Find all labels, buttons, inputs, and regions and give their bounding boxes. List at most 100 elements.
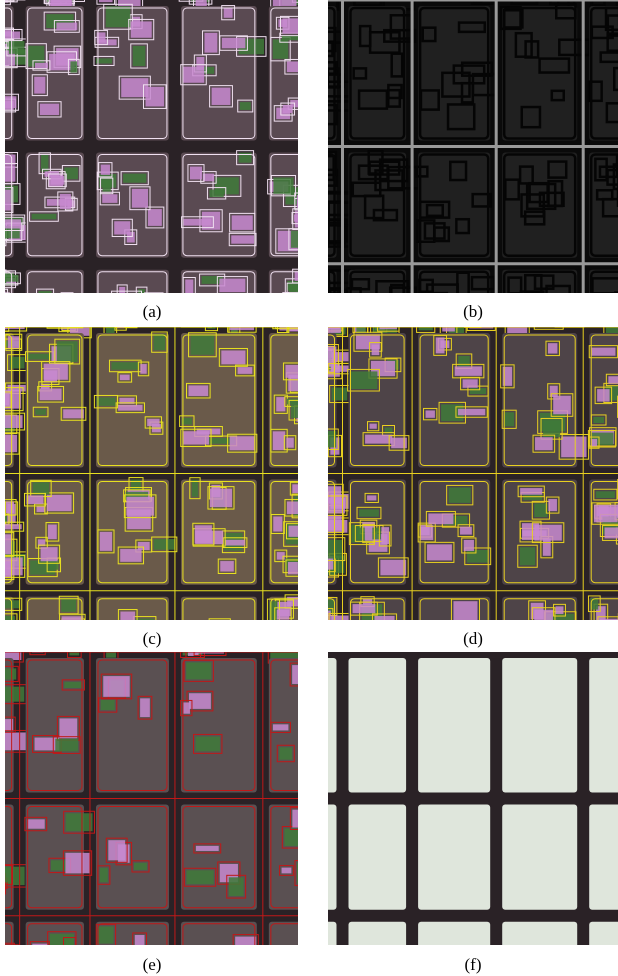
segment-outline <box>5 187 14 213</box>
building <box>281 625 301 645</box>
segment-outline <box>289 807 298 831</box>
building <box>0 952 18 962</box>
building <box>460 526 472 535</box>
block-outline <box>182 7 256 139</box>
segment-outline <box>129 186 151 211</box>
block-outline <box>270 806 298 909</box>
building <box>194 66 215 74</box>
building <box>229 327 255 331</box>
segment-outline <box>532 434 556 453</box>
segment-outline <box>105 837 128 863</box>
city-block <box>589 629 618 646</box>
segment-outline <box>545 496 560 514</box>
block-outline <box>419 598 489 620</box>
block-outline <box>270 923 298 945</box>
block-outline <box>270 659 298 791</box>
building <box>514 316 535 325</box>
building <box>593 416 605 424</box>
segment-outline <box>286 523 298 540</box>
segment-outline <box>551 305 564 319</box>
building <box>211 621 228 642</box>
building <box>119 374 130 381</box>
building <box>118 404 143 411</box>
segment-outline <box>131 860 150 873</box>
building <box>328 327 341 333</box>
building <box>328 431 337 448</box>
building <box>300 316 308 326</box>
building <box>98 926 114 944</box>
segment-outline <box>285 372 298 394</box>
image-panel <box>1 304 325 645</box>
segment-outline <box>291 211 298 225</box>
building <box>184 633 211 642</box>
building <box>28 45 45 67</box>
building <box>292 302 300 319</box>
city-block <box>589 921 618 945</box>
building <box>318 645 328 664</box>
segment-outline <box>538 57 571 74</box>
building <box>59 718 78 739</box>
segment-outline <box>53 20 80 33</box>
building <box>100 699 115 711</box>
block-outline <box>503 598 576 620</box>
segment-outline <box>5 292 10 293</box>
segment-outline <box>5 942 15 945</box>
building <box>98 313 126 323</box>
segment-outline <box>602 524 618 541</box>
building <box>534 524 562 541</box>
caption: (f) <box>465 955 482 974</box>
segment-outline <box>5 391 12 408</box>
building <box>5 867 11 883</box>
segment-outline <box>228 232 257 247</box>
building <box>273 516 283 532</box>
building <box>219 278 246 293</box>
segment-outline <box>287 97 298 110</box>
building <box>444 515 468 526</box>
segment-outline <box>48 173 67 188</box>
building <box>70 61 78 73</box>
building <box>364 526 373 541</box>
building <box>65 813 93 832</box>
building <box>1 305 27 325</box>
segment-outline <box>284 498 298 517</box>
segment-outline <box>368 358 398 379</box>
segment-outline <box>270 312 297 325</box>
segment-outline <box>24 816 48 832</box>
city-block <box>348 804 407 910</box>
segment-outline <box>117 546 145 565</box>
building <box>5 615 15 620</box>
segment-outline <box>216 276 248 293</box>
segment-outline <box>371 613 398 620</box>
building <box>212 307 219 314</box>
building <box>61 633 79 639</box>
segment-outline <box>111 218 133 238</box>
building <box>391 437 407 449</box>
segment-outline <box>601 197 618 218</box>
segment-outline <box>5 387 24 412</box>
segment-outline <box>588 635 610 651</box>
segment-outline <box>46 327 77 329</box>
segment-outline <box>5 412 26 431</box>
building <box>273 177 294 194</box>
segment-outline <box>550 89 566 102</box>
segment-outline <box>207 486 235 510</box>
segment-outline <box>353 0 383 7</box>
segment-outline <box>217 558 237 574</box>
building <box>52 304 61 315</box>
building <box>301 309 325 317</box>
segment-outline <box>328 553 336 573</box>
segment-outline <box>321 310 334 324</box>
segment-outline <box>328 327 349 338</box>
segment-outline <box>369 342 382 358</box>
building <box>448 487 471 503</box>
block-outline <box>27 154 83 257</box>
segment-outline <box>605 102 618 124</box>
city-block <box>269 304 310 321</box>
building <box>362 598 373 605</box>
building <box>49 316 74 327</box>
building <box>132 45 146 67</box>
segment-outline <box>378 524 392 547</box>
building <box>50 175 65 185</box>
segment-outline <box>352 67 368 80</box>
segment-outline <box>520 193 546 218</box>
